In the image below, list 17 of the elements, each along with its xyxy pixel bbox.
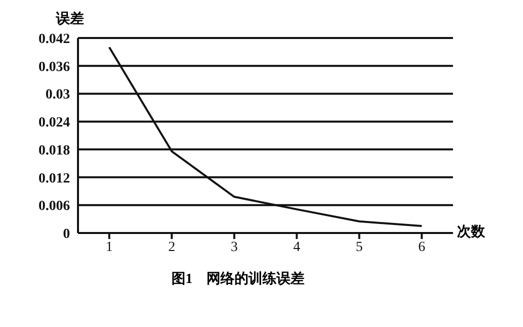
y-axis-title: 误差	[56, 10, 84, 28]
y-tick-label: 0.006	[38, 199, 70, 214]
y-tick-label: 0.024	[38, 116, 70, 131]
y-tick-label: 0	[63, 226, 70, 242]
x-axis-title: 次数	[457, 224, 485, 241]
x-tick-label: 1	[106, 240, 113, 255]
x-tick-label: 3	[230, 240, 238, 255]
x-tick-label: 2	[168, 240, 176, 255]
x-tick-label: 4	[293, 240, 300, 255]
caption: 图1 网络的训练误差	[170, 270, 306, 288]
x-tick-label: 5	[356, 240, 363, 255]
y-tick-label: 0.03	[46, 88, 70, 103]
y-tick-label: 0.036	[38, 60, 70, 75]
x-tick-label: 6	[418, 240, 426, 255]
y-tick-label: 0.012	[38, 171, 70, 186]
y-tick-label: 0.042	[38, 32, 70, 47]
y-tick-label: 0.018	[38, 143, 70, 158]
